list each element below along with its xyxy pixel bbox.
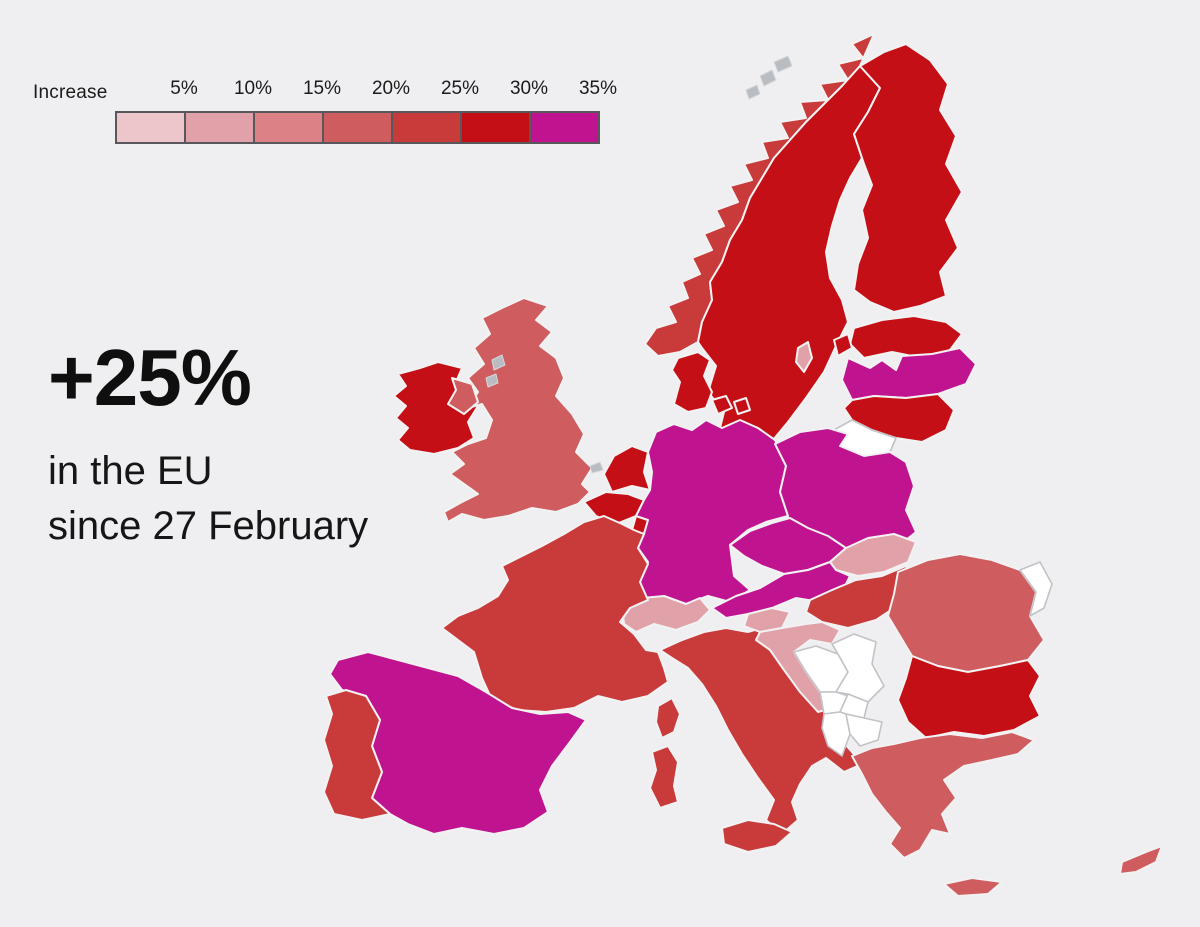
island-crete	[943, 877, 1003, 897]
headline-subtitle-line2: since 27 February	[48, 504, 369, 548]
country-denmark-island-funen	[711, 395, 733, 415]
region-northern-ireland	[447, 377, 479, 415]
legend-swatch-5	[391, 113, 460, 142]
legend: Increase 5% 10% 15% 20% 25% 30% 35%	[33, 78, 633, 148]
country-denmark	[671, 351, 713, 413]
island-sicily	[721, 819, 793, 853]
island-corsica	[655, 697, 681, 739]
country-estonia-island-saaremaa	[833, 333, 853, 357]
legend-swatch-1	[117, 113, 184, 142]
islet-wadden	[589, 461, 604, 474]
country-france	[441, 515, 669, 713]
legend-swatch-6	[460, 113, 529, 142]
headline-subtitle-line1: in the EU	[48, 449, 213, 493]
country-moldova	[1019, 561, 1053, 617]
country-lithuania	[843, 393, 955, 443]
legend-swatch-2	[184, 113, 253, 142]
country-finland	[853, 43, 963, 313]
legend-swatch-7	[529, 113, 598, 142]
country-germany	[635, 419, 789, 605]
legend-tick-labels: 5% 10% 15% 20% 25% 30% 35%	[115, 78, 617, 102]
headline-subtitle: in the EU since 27 February	[48, 444, 368, 554]
islet-lofoten-1	[773, 55, 793, 73]
legend-tick: 5%	[170, 78, 198, 99]
legend-tick: 15%	[302, 78, 342, 99]
legend-swatch-4	[322, 113, 391, 142]
legend-tick: 35%	[578, 78, 618, 99]
legend-tick: 25%	[440, 78, 480, 99]
country-cyprus	[1119, 845, 1163, 875]
country-albania	[821, 711, 851, 757]
islet-hebrides-1	[491, 354, 506, 371]
country-bulgaria	[897, 655, 1041, 739]
legend-swatch-3	[253, 113, 322, 142]
country-netherlands	[603, 445, 651, 493]
legend-title: Increase	[33, 82, 108, 103]
country-greece	[851, 731, 1035, 859]
legend-color-scale	[115, 111, 600, 144]
island-sardinia	[649, 745, 679, 809]
islet-hebrides-2	[485, 373, 499, 388]
country-switzerland	[621, 595, 711, 633]
legend-tick: 10%	[233, 78, 273, 99]
country-uk	[443, 297, 593, 523]
headline: +25% in the EU since 27 February	[48, 338, 368, 554]
country-portugal	[323, 689, 391, 821]
legend-tick: 20%	[371, 78, 411, 99]
islet-lofoten-3	[745, 84, 761, 100]
country-denmark-island-zealand	[733, 397, 751, 415]
headline-value: +25%	[48, 333, 252, 422]
island-gotland	[795, 341, 813, 373]
country-north-macedonia	[845, 713, 883, 747]
legend-tick: 30%	[509, 78, 549, 99]
islet-lofoten-2	[759, 69, 777, 87]
